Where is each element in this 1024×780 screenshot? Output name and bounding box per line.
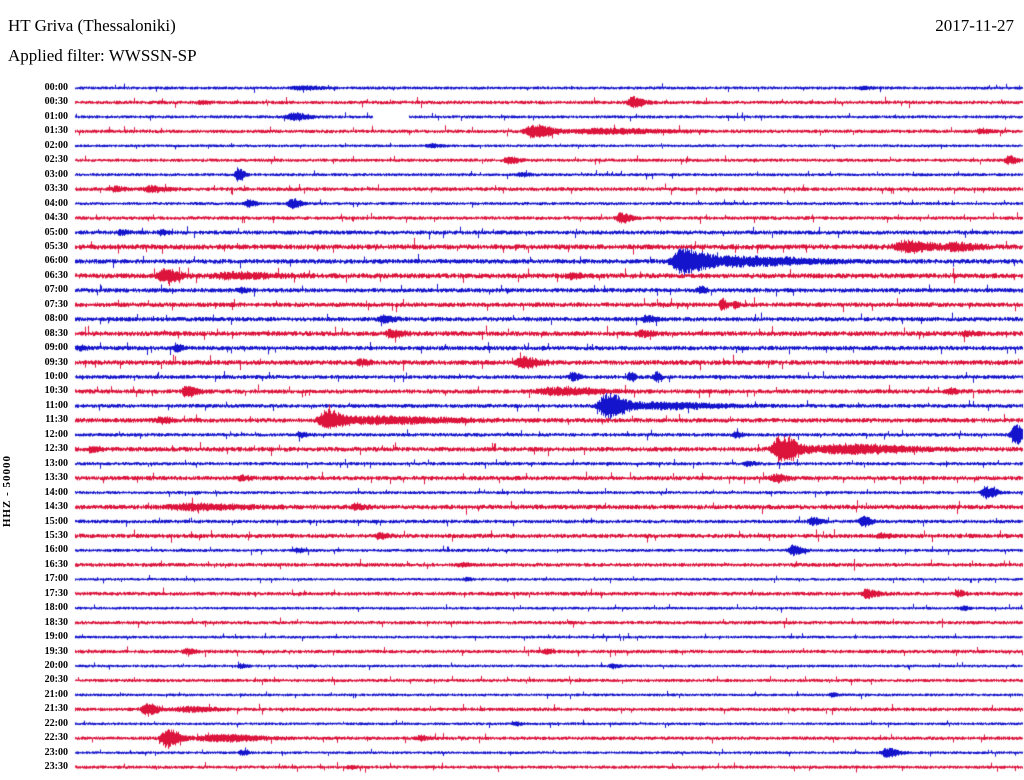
time-label: 14:30 — [44, 501, 68, 513]
time-label: 12:30 — [44, 443, 68, 455]
time-label: 03:00 — [44, 168, 68, 180]
time-label: 19:00 — [44, 631, 68, 643]
time-label: 04:00 — [44, 197, 68, 209]
time-label: 08:30 — [44, 327, 68, 339]
time-label: 21:00 — [44, 688, 68, 700]
time-label: 14:00 — [44, 486, 68, 498]
header: HT Griva (Thessaloniki) 2017-11-27 — [8, 16, 1014, 36]
time-label: 02:00 — [44, 139, 68, 151]
time-label: 00:30 — [44, 96, 68, 108]
time-label: 10:00 — [44, 371, 68, 382]
time-label: 17:00 — [44, 573, 68, 585]
time-label: 18:30 — [44, 616, 68, 628]
time-label: 23:00 — [44, 746, 68, 758]
time-label: 13:00 — [44, 457, 68, 469]
time-label: 01:00 — [44, 110, 68, 122]
station-title: HT Griva (Thessaloniki) — [8, 16, 176, 35]
time-label: 16:00 — [44, 544, 68, 556]
time-label: 23:30 — [44, 761, 68, 773]
time-label: 05:00 — [44, 226, 68, 238]
time-label: 07:30 — [44, 298, 68, 310]
record-date: 2017-11-27 — [935, 16, 1014, 35]
time-label: 06:30 — [44, 269, 68, 281]
time-label: 15:30 — [44, 529, 68, 541]
time-label: 21:30 — [44, 703, 68, 715]
time-label: 00:00 — [44, 82, 68, 93]
filter-label: Applied filter: WWSSN-SP — [8, 46, 197, 65]
time-label: 15:00 — [44, 515, 68, 527]
time-label: 17:30 — [44, 587, 68, 599]
time-label: 09:30 — [44, 356, 68, 368]
time-label: 13:30 — [44, 472, 68, 484]
time-label: 19:30 — [44, 645, 68, 657]
time-label: 12:00 — [44, 428, 68, 440]
time-label: 10:30 — [44, 385, 68, 397]
time-label: 18:00 — [44, 602, 68, 614]
time-label: 20:30 — [44, 674, 68, 686]
time-label: 09:00 — [44, 342, 68, 354]
time-label: 04:30 — [44, 212, 68, 224]
time-label: 22:00 — [44, 717, 68, 729]
time-label: 11:30 — [45, 414, 68, 426]
time-label: 02:30 — [44, 154, 68, 166]
time-label: 08:00 — [44, 313, 68, 325]
time-label: 03:30 — [44, 183, 68, 195]
time-label: 20:00 — [44, 660, 68, 671]
time-label: 11:00 — [45, 399, 68, 411]
time-label: 16:30 — [44, 558, 68, 570]
time-label: 22:30 — [44, 732, 68, 744]
time-label: 07:00 — [44, 284, 68, 296]
time-label: 06:00 — [44, 255, 68, 267]
time-label: 05:30 — [44, 240, 68, 252]
time-label: 01:30 — [44, 125, 68, 137]
